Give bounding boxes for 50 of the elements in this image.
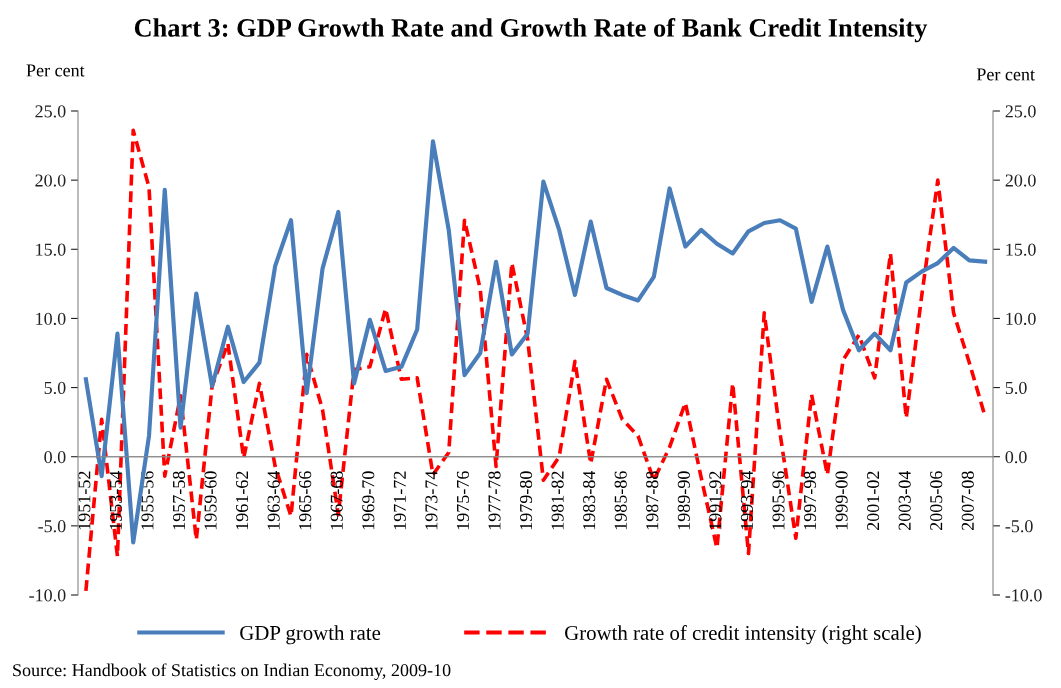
- x-tick-label: 1991-92: [709, 471, 722, 530]
- x-tick-label: 1963-64: [267, 470, 280, 530]
- x-tick-label: 1997-98: [803, 471, 817, 530]
- x-tick-label: 1987-88: [646, 471, 659, 530]
- x-tick-label: 1971-72: [393, 471, 406, 530]
- x-tick-label: 1969-70: [362, 471, 375, 530]
- y2-axis-title: Per cent: [976, 68, 1035, 81]
- x-tick-label: 1961-62: [236, 471, 249, 530]
- x-tick-label: 1973-74: [425, 470, 438, 530]
- x-tick-label: 1995-96: [772, 471, 785, 530]
- y-tick-label: 20.0: [35, 174, 66, 187]
- y2-tick-label: 0.0: [1005, 450, 1027, 464]
- y2-tick-label: -5.0: [1005, 520, 1033, 533]
- x-tick-label: 1957-58: [172, 471, 186, 530]
- y-tick-label: 5.0: [44, 381, 66, 395]
- x-tick-label: 1959-60: [204, 471, 217, 530]
- x-tick-label: 1979-80: [519, 471, 533, 530]
- y-tick-label: -10.0: [29, 589, 66, 602]
- y-tick-label: 10.0: [36, 312, 66, 325]
- x-tick-label: 1953-54: [109, 470, 122, 530]
- x-tick-label: 1965-66: [299, 471, 312, 530]
- y2-tick-label: -10.0: [1005, 589, 1042, 602]
- y-tick-label: 25.0: [35, 105, 66, 118]
- y-axis-title: Per cent: [26, 64, 85, 77]
- x-tick-label: 1981-82: [551, 471, 564, 530]
- y2-tick-label: 20.0: [1005, 174, 1036, 187]
- y2-tick-label: 25.0: [1005, 105, 1036, 118]
- y-tick-label: 15.0: [36, 243, 66, 256]
- y2-tick-label: 10.0: [1006, 312, 1036, 325]
- source-note: Source: Handbook of Statistics on Indian Economy, 2009-10: [13, 663, 451, 680]
- chart-title: Chart 3: GDP Growth Rate and Growth Rate of Bank Credit Intensity: [134, 18, 928, 43]
- x-tick-label: 1999-00: [835, 471, 848, 530]
- x-tick-label: 1975-76: [456, 471, 470, 530]
- x-tick-label: 1985-86: [614, 471, 627, 530]
- x-tick-label: 2003-04: [898, 470, 911, 530]
- x-tick-label: 1989-90: [677, 471, 690, 530]
- legend-label: Growth rate of credit intensity (right scale): [565, 625, 921, 645]
- y2-tick-label: 15.0: [1006, 243, 1036, 256]
- x-tick-label: 1967-68: [330, 471, 343, 530]
- x-tick-label: 1993-94: [740, 470, 753, 530]
- y2-tick-label: 5.0: [1005, 381, 1027, 395]
- y-tick-label: -5.0: [38, 520, 66, 533]
- y-tick-label: 0.0: [44, 450, 66, 464]
- x-tick-label: 1951-52: [78, 471, 91, 530]
- x-tick-label: 2001-02: [867, 471, 880, 530]
- x-tick-label: 2007-08: [961, 471, 974, 530]
- x-tick-label: 1977-78: [488, 471, 501, 530]
- x-tick-label: 2005-06: [930, 471, 943, 530]
- legend-label: GDP growth rate: [240, 625, 381, 645]
- x-tick-label: 1983-84: [583, 470, 596, 530]
